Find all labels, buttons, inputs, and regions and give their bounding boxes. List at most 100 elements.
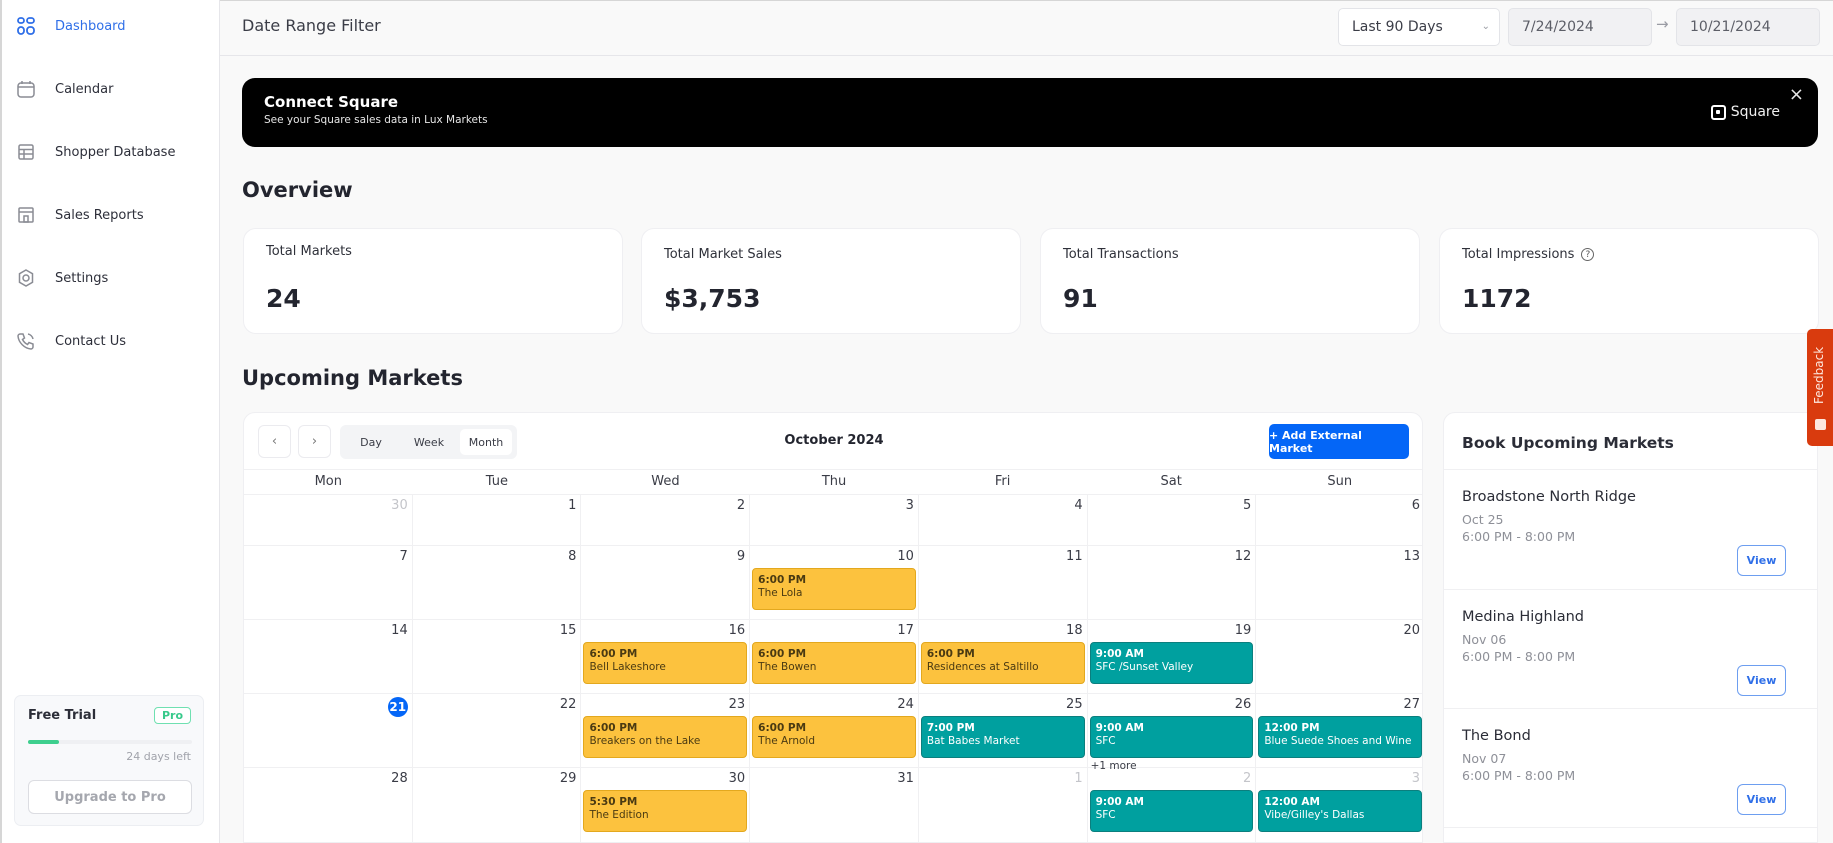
day-number: 6	[1411, 498, 1421, 513]
prev-month-button[interactable]: ‹	[258, 425, 291, 458]
calendar-day-cell[interactable]: 17 6:00 PM The Bowen	[750, 620, 919, 693]
square-logo-text: Square	[1730, 104, 1780, 120]
help-icon[interactable]: ?	[1581, 248, 1595, 261]
sidebar-item-sales-reports[interactable]: Sales Reports	[14, 200, 144, 230]
upgrade-to-pro-button[interactable]: Upgrade to Pro	[28, 780, 192, 814]
calendar-day-cell[interactable]: 28	[244, 768, 413, 842]
day-number: 22	[559, 697, 577, 712]
calendar-day-cell[interactable]: 22	[413, 694, 582, 767]
view-month-button[interactable]: Month	[460, 429, 512, 455]
calendar-week-row: 30 1 2 3 4 5 6	[244, 495, 1422, 546]
sidebar-item-shopper-database[interactable]: Shopper Database	[14, 137, 175, 167]
square-logo: Square	[1710, 104, 1780, 120]
calendar-day-cell[interactable]: 19 9:00 AM SFC /Sunset Valley	[1088, 620, 1257, 693]
calendar-day-cell[interactable]: 3	[750, 495, 919, 545]
day-number: 5	[1243, 498, 1252, 513]
calendar-event[interactable]: 6:00 PM Bell Lakeshore	[583, 642, 748, 684]
weekday-label: Thu	[821, 474, 847, 489]
close-icon[interactable]: ×	[1788, 84, 1804, 105]
start-date-value: 7/24/2024	[1522, 19, 1594, 35]
day-number: 30	[391, 498, 408, 513]
calendar-event[interactable]: 6:00 PM Breakers on the Lake	[583, 716, 748, 758]
next-month-button[interactable]: ›	[298, 425, 331, 458]
feedback-tab[interactable]: Feedback	[1807, 329, 1833, 446]
more-events-link[interactable]: +1 more	[1090, 760, 1137, 772]
view-market-button[interactable]: View	[1737, 784, 1786, 815]
calendar-day-cell[interactable]: 6	[1256, 495, 1422, 545]
banner-title: Connect Square	[264, 93, 399, 111]
gear-icon	[14, 266, 38, 290]
calendar-day-cell[interactable]: 16 6:00 PM Bell Lakeshore	[581, 620, 751, 693]
calendar-day-cell[interactable]: 21	[244, 694, 413, 767]
calendar-day-cell[interactable]: 5	[1088, 495, 1257, 545]
calendar-event[interactable]: 5:30 PM The Edition	[583, 790, 748, 832]
stat-label: Total Markets	[266, 244, 352, 259]
calendar-event[interactable]: 6:00 PM Residences at Saltillo	[920, 642, 1085, 684]
add-external-market-button[interactable]: + Add External Market	[1269, 424, 1409, 459]
day-number: 26	[1234, 697, 1252, 712]
calendar-day-cell[interactable]: 30	[244, 495, 413, 545]
calendar-day-cell[interactable]: 23 6:00 PM Breakers on the Lake	[581, 694, 751, 767]
weekday-label: Sat	[1160, 474, 1182, 489]
event-time: 6:00 PM	[926, 648, 975, 660]
view-market-button[interactable]: View	[1737, 545, 1786, 576]
day-number: 4	[1074, 498, 1083, 513]
calendar-event[interactable]: 9:00 AM SFC	[1089, 790, 1254, 832]
calendar-day-cell[interactable]: 10 6:00 PM The Lola	[750, 546, 919, 619]
sidebar-item-calendar[interactable]: Calendar	[14, 74, 113, 104]
calendar-day-cell[interactable]: 2 9:00 AM SFC	[1088, 768, 1257, 842]
calendar-day-cell[interactable]: 12	[1088, 546, 1257, 619]
calendar-day-cell[interactable]: 3 12:00 AM Vibe/Gilley's Dallas	[1256, 768, 1422, 842]
day-number: 16	[728, 623, 746, 638]
calendar-day-cell[interactable]: 1	[919, 768, 1088, 842]
calendar-event[interactable]: 7:00 PM Bat Babes Market	[920, 716, 1085, 758]
view-week-button[interactable]: Week	[413, 435, 445, 449]
calendar-day-cell[interactable]: 30 5:30 PM The Edition	[581, 768, 751, 842]
day-number: 3	[905, 498, 914, 513]
calendar-day-cell[interactable]: 24 6:00 PM The Arnold	[750, 694, 919, 767]
sidebar-item-contact-us[interactable]: Contact Us	[14, 326, 126, 356]
sidebar-item-dashboard[interactable]: Dashboard	[14, 11, 126, 41]
calendar-event[interactable]: 6:00 PM The Arnold	[752, 716, 916, 758]
calendar-day-cell[interactable]: 18 6:00 PM Residences at Saltillo	[919, 620, 1088, 693]
calendar-event[interactable]: 6:00 PM The Bowen	[752, 642, 916, 684]
calendar-day-cell[interactable]: 27 12:00 PM Blue Suede Shoes and Wine	[1256, 694, 1422, 767]
start-date-input[interactable]: 7/24/2024	[1508, 8, 1652, 46]
day-number: 19	[1234, 623, 1252, 638]
view-market-button[interactable]: View	[1737, 665, 1786, 696]
calendar-day-cell[interactable]: 13	[1256, 546, 1422, 619]
market-date: Nov 06	[1462, 632, 1507, 647]
calendar-day-cell[interactable]: 26 9:00 AM SFC +1 more	[1088, 694, 1257, 772]
connect-square-banner[interactable]: Connect Square See your Square sales dat…	[242, 78, 1818, 147]
view-day-button[interactable]: Day	[360, 435, 382, 449]
day-number: 10	[897, 549, 914, 564]
chevron-right-icon: ›	[311, 434, 318, 449]
calendar-day-cell[interactable]: 9	[581, 546, 751, 619]
calendar-event[interactable]: 9:00 AM SFC	[1089, 716, 1254, 758]
calendar-day-cell[interactable]: 2	[581, 495, 751, 545]
market-date: Nov 07	[1462, 751, 1507, 766]
calendar-day-cell[interactable]: 25 7:00 PM Bat Babes Market	[919, 694, 1088, 767]
date-range-select[interactable]: Last 90 Days ⌄	[1338, 8, 1500, 46]
calendar-day-cell[interactable]: 14	[244, 620, 413, 693]
calendar-day-cell[interactable]: 15	[413, 620, 582, 693]
calendar-day-cell[interactable]: 8	[413, 546, 582, 619]
calendar-event[interactable]: 12:00 PM Blue Suede Shoes and Wine	[1258, 716, 1422, 758]
calendar-day-cell[interactable]: 7	[244, 546, 413, 619]
end-date-input[interactable]: 10/21/2024	[1676, 8, 1820, 46]
calendar-day-cell[interactable]: 4	[919, 495, 1088, 545]
calendar-event[interactable]: 9:00 AM SFC /Sunset Valley	[1089, 642, 1254, 684]
sidebar-item-settings[interactable]: Settings	[14, 263, 108, 293]
calendar-day-cell[interactable]: 29	[413, 768, 582, 842]
event-time: 9:00 AM	[1095, 648, 1144, 660]
calendar-day-cell[interactable]: 11	[919, 546, 1088, 619]
calendar-event[interactable]: 12:00 AM Vibe/Gilley's Dallas	[1258, 790, 1422, 832]
calendar-day-cell[interactable]: 20	[1256, 620, 1422, 693]
calendar-event[interactable]: 6:00 PM The Lola	[752, 568, 916, 610]
calendar-week-row: 7 8 9 10 6:00 PM The Lola 11 12 13	[244, 546, 1422, 620]
market-name: Broadstone North Ridge	[1462, 489, 1636, 505]
calendar-day-cell[interactable]: 1	[413, 495, 582, 545]
sidebar-item-label: Shopper Database	[55, 144, 176, 160]
stat-value: 91	[1063, 284, 1098, 313]
calendar-day-cell[interactable]: 31	[750, 768, 919, 842]
